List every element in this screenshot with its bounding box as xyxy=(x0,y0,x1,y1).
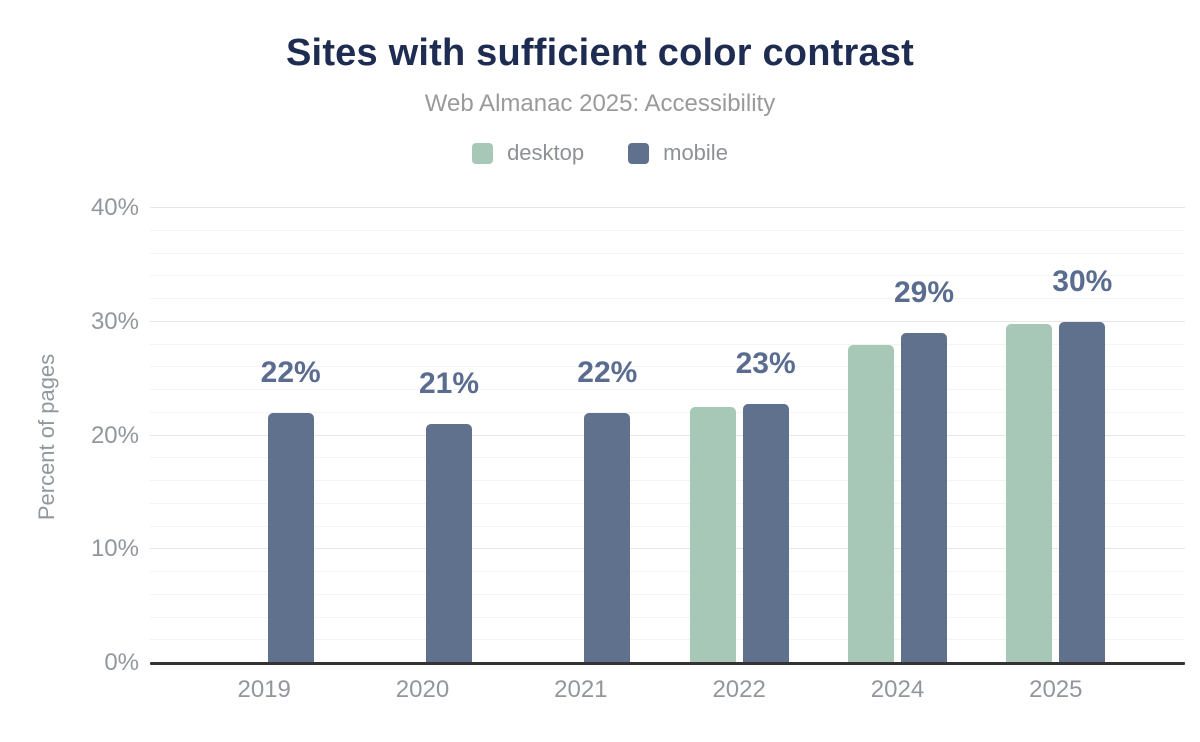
bar-desktop-2022[interactable] xyxy=(689,407,736,663)
x-axis-label: 2022 xyxy=(712,676,766,703)
gridline-minor xyxy=(150,480,1185,481)
bar-value-label: 22% xyxy=(577,355,638,389)
bar-value-label: 29% xyxy=(893,276,954,310)
gridline-minor xyxy=(150,616,1185,618)
bar-desktop-2025[interactable] xyxy=(1006,324,1053,663)
gridline-minor xyxy=(150,411,1185,413)
bar-group-2021: 22% 2021 xyxy=(502,208,660,703)
gridline-minor xyxy=(150,298,1185,299)
y-axis-title: Percent of pages xyxy=(34,353,59,521)
chart-subtitle: Web Almanac 2025: Accessibility xyxy=(424,90,776,117)
gridline-minor xyxy=(150,343,1185,345)
bar-desktop-2024[interactable] xyxy=(847,344,894,663)
gridline-minor xyxy=(150,229,1185,231)
bar-mobile-2021[interactable]: 22% xyxy=(577,357,637,663)
gridline-major xyxy=(150,434,1185,436)
bar-pair: 29% xyxy=(818,208,976,663)
y-tick-label: 40% xyxy=(90,194,139,221)
x-axis-label: 2025 xyxy=(1029,676,1083,703)
gridline-minor xyxy=(150,502,1185,504)
x-axis-label: 2021 xyxy=(554,676,608,703)
legend-label-desktop: desktop xyxy=(507,140,585,165)
bar-group-2019: 22% 2019 xyxy=(185,208,343,703)
legend-label-mobile: mobile xyxy=(663,140,728,165)
gridline-minor xyxy=(150,389,1185,390)
bar-pair: 21% xyxy=(343,208,501,663)
x-axis-label: 2019 xyxy=(237,676,291,703)
gridline-minor xyxy=(150,457,1185,459)
bar-value-label: 22% xyxy=(260,355,321,389)
bar-value-label: 21% xyxy=(418,367,480,401)
legend-swatch-mobile-icon xyxy=(628,142,650,164)
bar-mobile-2025[interactable]: 30% xyxy=(1052,266,1112,663)
y-tick-label: 30% xyxy=(90,307,139,335)
gridline-minor xyxy=(150,525,1185,527)
bar-mobile-2024[interactable]: 29% xyxy=(894,278,954,663)
bar-mobile-2020[interactable]: 21% xyxy=(419,369,479,663)
bar-mobile-2022[interactable]: 23% xyxy=(736,348,796,663)
x-axis-label: 2024 xyxy=(870,676,925,703)
bar-group-2024: 29% 2024 xyxy=(818,208,976,703)
legend-item-desktop[interactable]: desktop xyxy=(472,140,584,166)
gridline-major xyxy=(150,548,1185,550)
bar-pair: 23% xyxy=(660,208,818,663)
gridline-major xyxy=(150,320,1185,322)
chart-title: Sites with sufficient color contrast xyxy=(286,32,914,74)
bar-pair: 30% xyxy=(977,208,1135,663)
bar-pair: 22% xyxy=(185,208,343,663)
legend-swatch-desktop-icon xyxy=(472,142,494,164)
gridline-minor xyxy=(150,366,1185,368)
bar-pair: 22% xyxy=(502,208,660,663)
y-tick-label: 0% xyxy=(104,649,139,676)
bar-groups: 22% 2019 21% 2020 22% 2021 23% 2022 29% 2024 30% 20… xyxy=(185,208,1135,703)
plot-area: 22% 2019 21% 2020 22% 2021 23% 2022 29% 2024 30% 20… xyxy=(91,194,1185,703)
bar-value-label: 23% xyxy=(735,346,796,380)
gridline-minor xyxy=(150,275,1185,277)
legend-item-mobile[interactable]: mobile xyxy=(628,140,728,166)
x-axis-label: 2020 xyxy=(395,676,450,703)
legend: desktop mobile xyxy=(0,140,1200,166)
y-tick-label: 20% xyxy=(90,421,139,449)
bar-value-label: 30% xyxy=(1052,264,1113,298)
x-axis-line xyxy=(150,662,1185,665)
y-tick-label: 10% xyxy=(90,535,139,563)
bar-group-2022: 23% 2022 xyxy=(660,208,818,703)
bar-group-2020: 21% 2020 xyxy=(343,208,501,703)
bar-mobile-2019[interactable]: 22% xyxy=(261,357,321,663)
bar-group-2025: 30% 2025 xyxy=(977,208,1135,703)
gridline-major xyxy=(150,207,1185,208)
gridline-minor xyxy=(150,571,1185,572)
gridline-minor xyxy=(150,639,1185,641)
gridline-minor xyxy=(150,252,1185,254)
gridline-minor xyxy=(150,593,1185,595)
